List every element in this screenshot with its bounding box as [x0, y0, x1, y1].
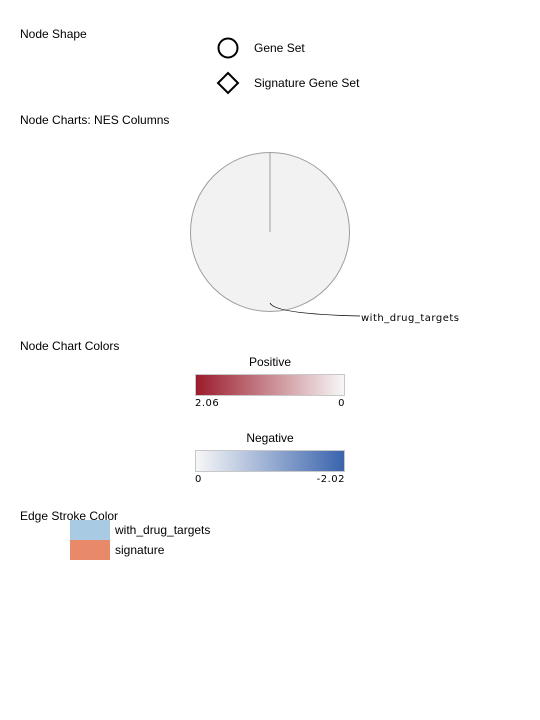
negative-max-label: -2.02 [195, 474, 345, 486]
positive-max-label: 0 [195, 398, 345, 410]
with-drug-targets-swatch [70, 520, 110, 540]
negative-gradient-bar [195, 450, 345, 472]
nes-pie-chart: with_drug_targets [180, 140, 470, 330]
with-drug-targets-legend-label: with_drug_targets [115, 523, 210, 537]
node-shape-title: Node Shape [20, 27, 87, 41]
negative-gradient-title: Negative [195, 431, 345, 445]
signature-gene-set-label: Signature Gene Set [254, 76, 359, 90]
node-chart-colors-title: Node Chart Colors [20, 339, 119, 353]
pie-slice-label: with_drug_targets [361, 313, 459, 324]
node-charts-title: Node Charts: NES Columns [20, 113, 169, 127]
circle-icon [217, 37, 239, 59]
positive-gradient-title: Positive [195, 355, 345, 369]
signature-legend-label: signature [115, 543, 164, 557]
diamond-icon [216, 71, 240, 95]
signature-swatch [70, 540, 110, 560]
gene-set-label: Gene Set [254, 41, 305, 55]
positive-gradient-bar [195, 374, 345, 396]
